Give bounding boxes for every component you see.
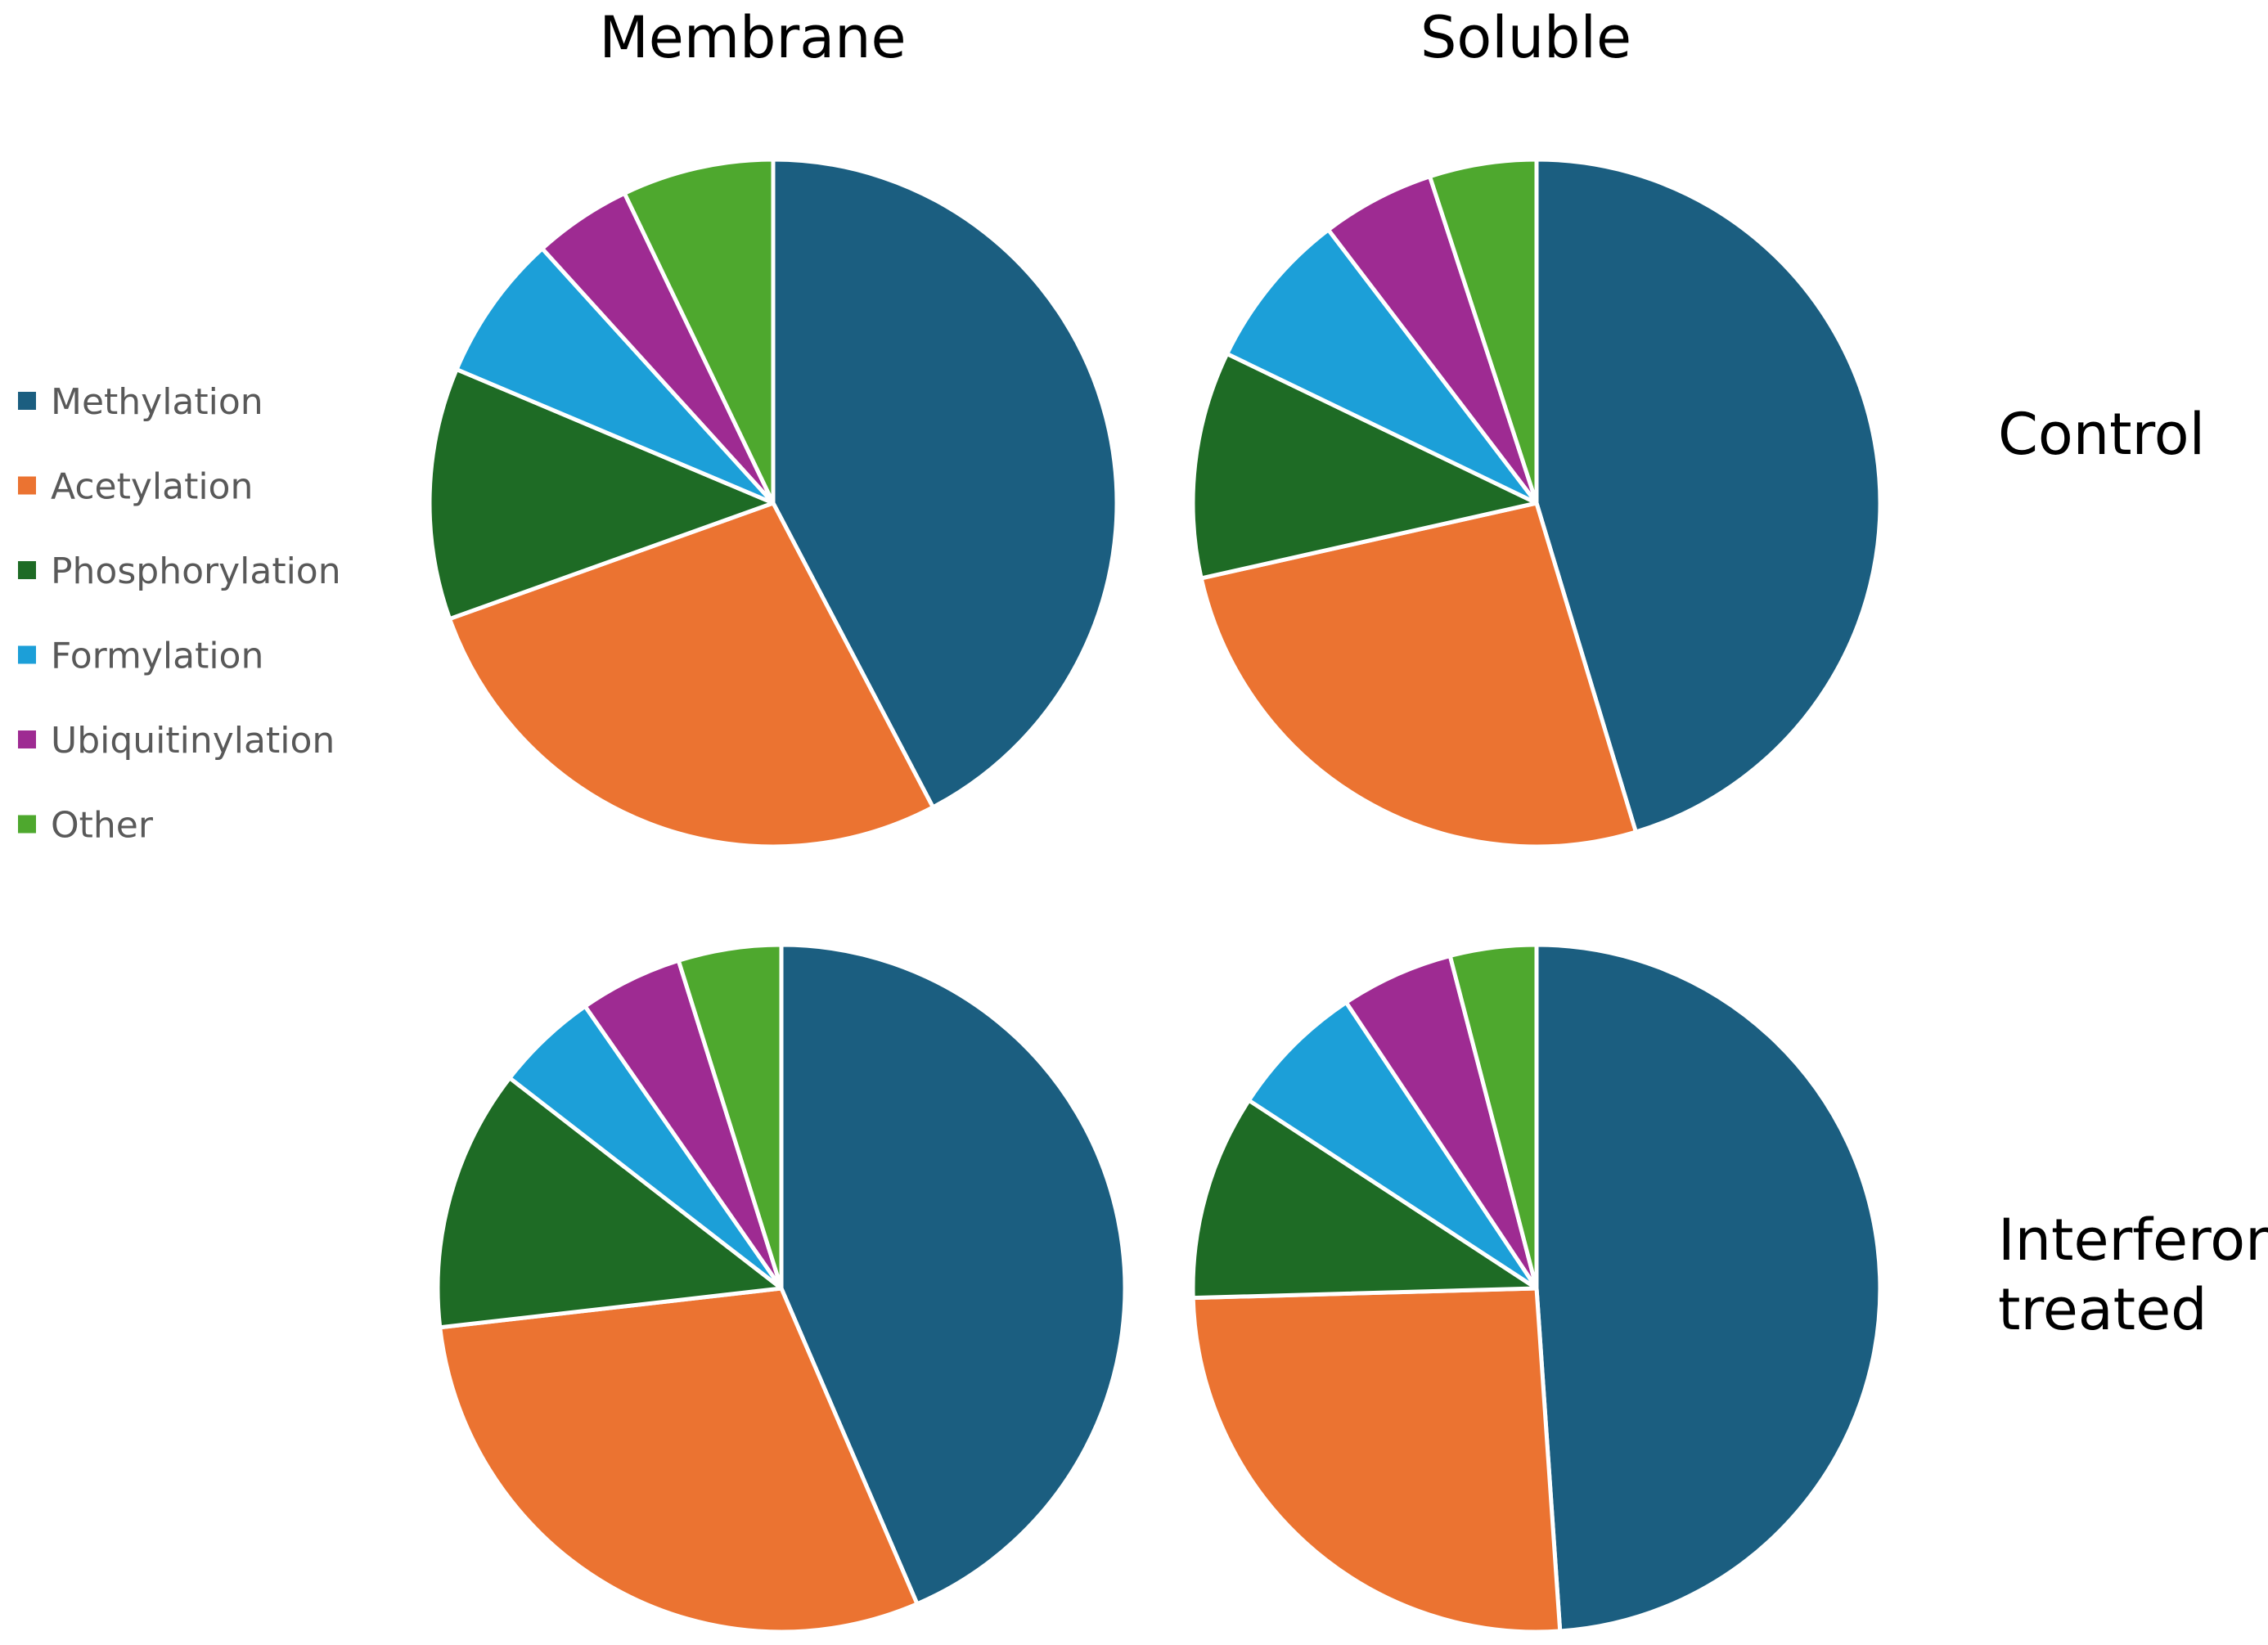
legend-item-acetylation: Acetylation xyxy=(18,466,253,508)
pie-slice-ubiquitinylation xyxy=(1326,174,1539,506)
legend-item-formylation: Formylation xyxy=(18,636,263,677)
legend-swatch-formylation xyxy=(18,645,36,664)
legend-swatch-acetylation xyxy=(18,476,36,495)
pie-slice-acetylation xyxy=(448,501,935,849)
row-title-interferon-line1: Interferon xyxy=(1998,1207,2268,1274)
legend-label-other: Other xyxy=(51,805,154,847)
pie-membrane-control xyxy=(427,157,1119,849)
pie-slice-other xyxy=(622,157,776,506)
pie-soluble-interferon-treated xyxy=(1190,942,1883,1634)
legend: Methylation Acetylation Phosphorylation For… xyxy=(18,381,341,847)
legend-label-phosphorylation: Phosphorylation xyxy=(51,551,341,592)
legend-label-acetylation: Acetylation xyxy=(51,466,253,508)
column-title-membrane: Membrane xyxy=(599,4,906,71)
pie-slice-other xyxy=(1428,157,1539,506)
pie-slice-formylation xyxy=(1246,1000,1539,1291)
pie-slice-acetylation xyxy=(1190,1286,1563,1634)
pie-slice-formylation xyxy=(1225,227,1539,506)
pies xyxy=(427,157,1883,1634)
legend-swatch-other xyxy=(18,815,36,834)
pie-slice-phosphorylation xyxy=(1190,352,1539,581)
legend-item-other: Other xyxy=(18,805,154,847)
pie-slice-acetylation xyxy=(1199,501,1638,849)
pie-slice-formylation xyxy=(454,246,776,506)
pie-slice-methylation xyxy=(1534,942,1883,1634)
legend-swatch-phosphorylation xyxy=(18,561,36,579)
pie-slice-methylation xyxy=(779,942,1127,1607)
legend-label-ubiquitinylation: Ubiquitinylation xyxy=(51,720,335,762)
legend-swatch-methylation xyxy=(18,392,36,410)
legend-item-phosphorylation: Phosphorylation xyxy=(18,551,341,592)
legend-swatch-ubiquitinylation xyxy=(18,730,36,748)
pie-slice-phosphorylation xyxy=(435,1076,784,1330)
row-title-interferon-line2: treated xyxy=(1998,1276,2207,1343)
pie-slice-ubiquitinylation xyxy=(1343,954,1539,1291)
pie-slice-acetylation xyxy=(438,1286,920,1634)
titles: Membrane Soluble Control Interferon trea… xyxy=(599,4,2268,1343)
pie-slice-other xyxy=(1447,942,1539,1291)
pie-soluble-control xyxy=(1190,157,1883,849)
row-title-control: Control xyxy=(1998,401,2205,468)
legend-label-methylation: Methylation xyxy=(51,381,263,423)
legend-item-methylation: Methylation xyxy=(18,381,263,423)
pie-slice-methylation xyxy=(1534,157,1883,834)
pie-slice-methylation xyxy=(771,157,1119,810)
pie-slice-phosphorylation xyxy=(427,367,776,622)
legend-label-formylation: Formylation xyxy=(51,636,263,677)
legend-item-ubiquitinylation: Ubiquitinylation xyxy=(18,720,335,762)
column-title-soluble: Soluble xyxy=(1420,4,1631,71)
pie-slice-phosphorylation xyxy=(1190,1098,1539,1301)
pie-slice-other xyxy=(676,942,784,1291)
pie-membrane-interferon-treated xyxy=(435,942,1127,1634)
